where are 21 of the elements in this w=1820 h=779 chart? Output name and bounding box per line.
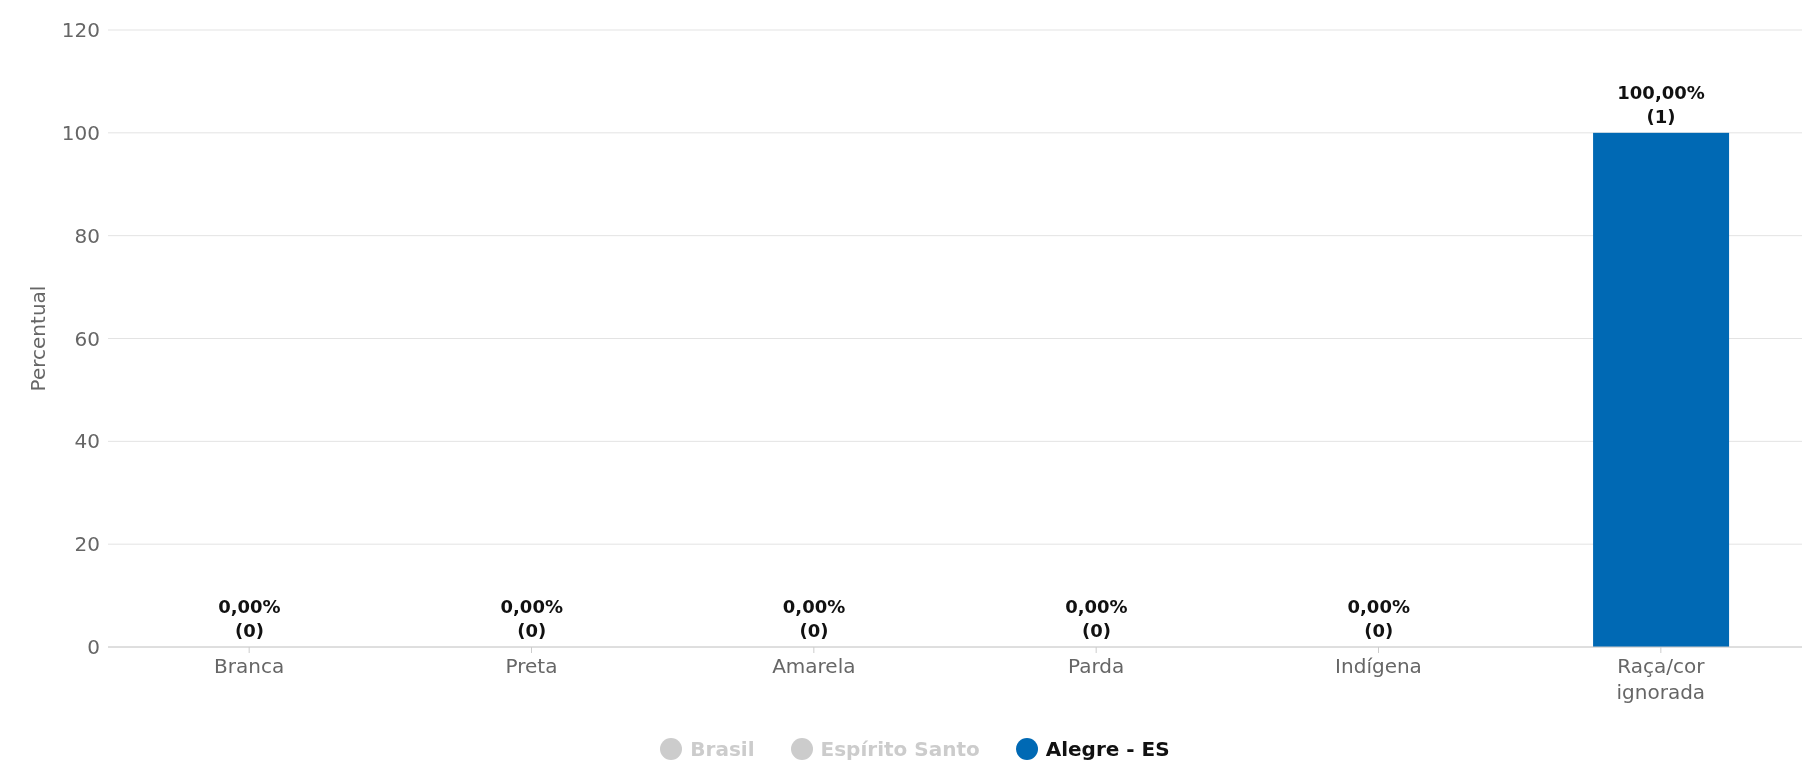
y-tick-label: 60 [74, 326, 100, 351]
y-tick-label: 40 [74, 429, 100, 454]
data-label: 100,00% (1) [1617, 81, 1705, 127]
y-tick-label: 20 [74, 532, 100, 557]
x-tick-label: Raça/cor ignorada [1616, 654, 1706, 704]
legend-label: Alegre - ES [1045, 737, 1170, 761]
y-tick-label: 0 [87, 635, 100, 660]
x-tick-label: Parda [1068, 654, 1125, 678]
x-tick-label: Indígena [1335, 654, 1422, 678]
data-label: 0,00% (0) [1347, 596, 1410, 641]
data-label: 0,00% (0) [218, 596, 281, 641]
x-tick-label: Preta [505, 654, 558, 678]
data-label: 0,00% (0) [1065, 596, 1128, 641]
x-tick-label: Branca [214, 654, 285, 678]
y-tick-label: 100 [61, 120, 100, 145]
x-tick-label: Amarela [772, 654, 856, 678]
y-axis-title: Percentual [26, 285, 51, 392]
y-tick-label: 120 [61, 18, 100, 43]
data-label: 0,00% (0) [500, 596, 563, 641]
data-label: 0,00% (0) [782, 596, 846, 641]
y-tick-label: 80 [74, 223, 100, 248]
